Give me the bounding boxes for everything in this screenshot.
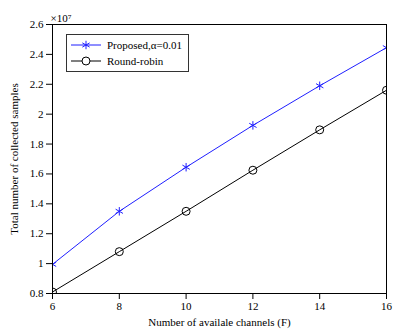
- svg-text:1.8: 1.8: [30, 138, 44, 150]
- svg-text:0.8: 0.8: [30, 287, 44, 299]
- svg-text:6: 6: [50, 300, 56, 312]
- svg-text:×10⁷: ×10⁷: [51, 12, 72, 24]
- svg-text:2: 2: [38, 108, 44, 120]
- svg-text:2.6: 2.6: [30, 18, 44, 30]
- svg-text:1.4: 1.4: [30, 197, 44, 209]
- html-text:Round-robin: Round-robin: [107, 55, 164, 67]
- svg-text:Number of availale channels (F: Number of availale channels (F): [148, 316, 291, 329]
- svg-text:8: 8: [117, 300, 123, 312]
- svg-text:1.6: 1.6: [30, 167, 44, 179]
- svg-text:14: 14: [314, 300, 326, 312]
- svg-text:2.2: 2.2: [30, 78, 44, 90]
- svg-text:16: 16: [381, 300, 393, 312]
- svg-text:1: 1: [38, 257, 44, 269]
- svg-text:10: 10: [181, 300, 193, 312]
- svg-text:12: 12: [247, 300, 258, 312]
- svg-text:1.2: 1.2: [30, 227, 44, 239]
- svg-text:2.4: 2.4: [30, 48, 44, 60]
- svg-text:Total number of collected samp: Total number of collected samples: [8, 83, 20, 234]
- html-text:Proposed,α=0.01: Proposed,α=0.01: [107, 39, 182, 51]
